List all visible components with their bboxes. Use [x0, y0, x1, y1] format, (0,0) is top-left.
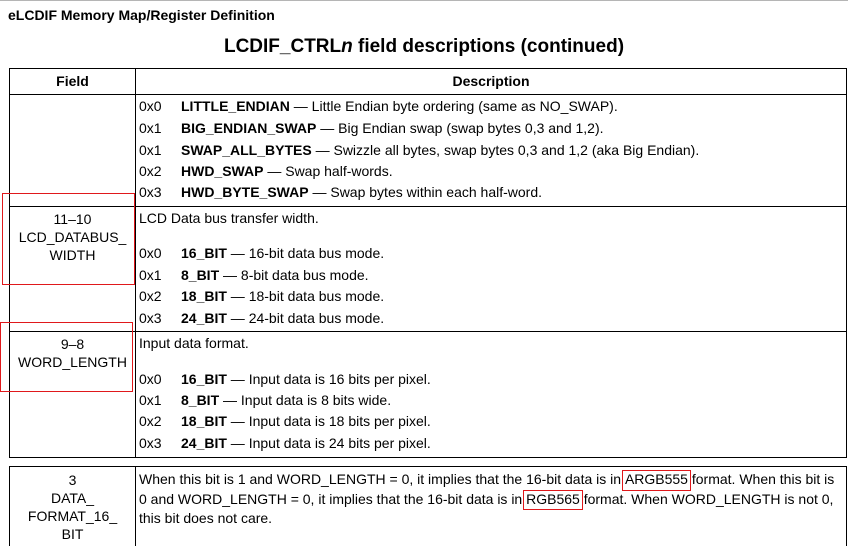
red-highlight-box [2, 193, 135, 285]
column-divider [135, 467, 136, 546]
field-description: When this bit is 1 and WORD_LENGTH = 0, … [139, 470, 835, 526]
field-description-table-continued: 3 DATA_ FORMAT_16_ BIT When this bit is … [9, 466, 847, 546]
field-name: BIT [61, 526, 84, 542]
field-cell-word-length: 9–8 WORD_LENGTH [10, 335, 135, 371]
column-header-description: Description [452, 73, 530, 89]
enum-item: 0x3 24_BIT — 24-bit data bus mode. [139, 310, 385, 326]
enum-item: 0x1 BIG_ENDIAN_SWAP — Big Endian swap (sw… [139, 120, 604, 136]
enum-item: 0x1 8_BIT — 8-bit data bus mode. [139, 267, 369, 283]
red-highlight-box [0, 322, 133, 392]
enum-item: 0x2 18_BIT — Input data is 18 bits per pi… [139, 413, 431, 429]
table-title: LCDIF_CTRLn field descriptions (continue… [0, 36, 848, 58]
page-header: eLCDIF Memory Map/Register Definition [8, 7, 275, 23]
row-divider [10, 331, 846, 332]
column-header-field: Field [56, 73, 89, 89]
field-name: DATA_ [50, 490, 95, 506]
enum-item: 0x1 SWAP_ALL_BYTES — Swizzle all bytes, s… [139, 142, 700, 158]
table-title-italic: n [341, 36, 353, 57]
field-cell-lcd-databus-width: 11–10 LCD_DATABUS_ WIDTH [10, 210, 135, 264]
field-name: WIDTH [49, 247, 96, 263]
header-rule [0, 0, 848, 1]
field-description-table: Field Description 0x0 LITTLE_ENDIAN — Lit… [9, 68, 847, 458]
field-bits: 9–8 [60, 336, 85, 352]
field-name: FORMAT_16_ [27, 508, 118, 524]
table-title-prefix: LCDIF_CTRL [223, 36, 342, 57]
enum-item: 0x2 HWD_SWAP — Swap half-words. [139, 163, 393, 179]
field-bits: 11–10 [53, 211, 92, 227]
red-highlight-box [523, 489, 583, 510]
field-description: LCD Data bus transfer width. [139, 210, 319, 226]
highlight-rgb565: RGB565 [523, 489, 583, 510]
field-cell-data-format-16-bit: 3 DATA_ FORMAT_16_ BIT [10, 471, 135, 543]
field-description: Input data format. [139, 335, 249, 351]
enum-item: 0x3 HWD_BYTE_SWAP — Swap bytes within eac… [139, 184, 543, 200]
header-divider [10, 94, 846, 95]
enum-item: 0x0 LITTLE_ENDIAN — Little Endian byte or… [139, 98, 618, 114]
red-highlight-box [621, 470, 691, 491]
enum-item: 0x3 24_BIT — Input data is 24 bits per pi… [139, 435, 431, 451]
table-title-suffix: field descriptions (continued) [352, 36, 625, 57]
enum-item: 0x0 16_BIT — 16-bit data bus mode. [139, 245, 385, 261]
field-bits: 3 [68, 472, 77, 488]
row-divider [10, 206, 846, 207]
enum-item: 0x2 18_BIT — 18-bit data bus mode. [139, 288, 385, 304]
field-name: LCD_DATABUS_ [18, 229, 127, 245]
highlight-argb555: ARGB555 [621, 470, 691, 491]
field-name: WORD_LENGTH [18, 354, 127, 370]
column-divider [135, 69, 136, 457]
enum-item: 0x1 8_BIT — Input data is 8 bits wide. [139, 392, 392, 408]
enum-item: 0x0 16_BIT — Input data is 16 bits per pi… [139, 371, 431, 387]
